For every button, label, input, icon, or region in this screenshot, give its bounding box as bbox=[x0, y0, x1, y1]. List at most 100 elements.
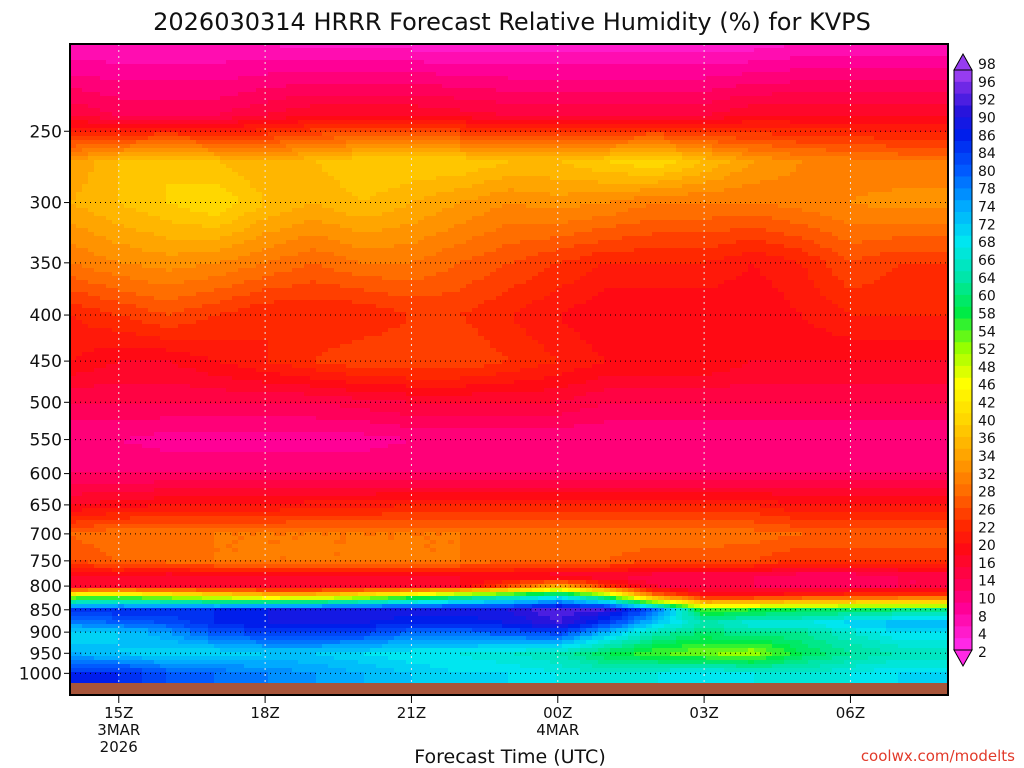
colorbar-swatch-72 bbox=[954, 223, 972, 237]
colorbar-label-84: 84 bbox=[978, 146, 996, 162]
colorbar bbox=[953, 52, 973, 668]
y-tick-550: 550 bbox=[30, 431, 62, 451]
colorbar-label-36: 36 bbox=[978, 431, 996, 447]
colorbar-label-14: 14 bbox=[978, 574, 996, 590]
colorbar-label-90: 90 bbox=[978, 110, 996, 126]
colorbar-swatch-22 bbox=[954, 519, 972, 533]
colorbar-swatch-20 bbox=[954, 531, 972, 544]
colorbar-swatch-84 bbox=[954, 152, 972, 166]
colorbar-label-28: 28 bbox=[978, 485, 996, 501]
colorbar-label-68: 68 bbox=[978, 235, 996, 251]
colorbar-swatch-98 bbox=[954, 70, 972, 83]
y-tick-250: 250 bbox=[30, 122, 62, 142]
colorbar-label-20: 20 bbox=[978, 538, 996, 554]
colorbar-swatch-96 bbox=[954, 81, 972, 95]
y-tick-1000: 1000 bbox=[19, 664, 62, 684]
colorbar-swatch-56 bbox=[954, 318, 972, 331]
colorbar-label-26: 26 bbox=[978, 502, 996, 518]
colorbar-swatch-42 bbox=[954, 401, 972, 414]
colorbar-label-54: 54 bbox=[978, 324, 996, 340]
colorbar-swatch-82 bbox=[954, 164, 972, 177]
colorbar-swatch-70 bbox=[954, 235, 972, 248]
colorbar-label-46: 46 bbox=[978, 378, 996, 394]
colorbar-label-4: 4 bbox=[978, 627, 987, 643]
y-tick-700: 700 bbox=[30, 525, 62, 545]
colorbar-swatch-26 bbox=[954, 496, 972, 509]
colorbar-swatch-80 bbox=[954, 176, 972, 189]
colorbar-label-72: 72 bbox=[978, 217, 996, 233]
x-tick-00Z: 00Z bbox=[543, 704, 572, 722]
colorbar-swatch-58 bbox=[954, 306, 972, 319]
colorbar-swatch-64 bbox=[954, 271, 972, 284]
colorbar-swatch-4 bbox=[954, 626, 972, 639]
colorbar-swatch-52 bbox=[954, 342, 972, 355]
x-axis-label: Forecast Time (UTC) bbox=[414, 746, 605, 768]
x-tick-03Z: 03Z bbox=[689, 704, 718, 722]
colorbar-swatch-48 bbox=[954, 365, 972, 379]
y-tick-950: 950 bbox=[30, 644, 62, 664]
plot-frame bbox=[69, 43, 949, 696]
colorbar-label-74: 74 bbox=[978, 200, 996, 216]
colorbar-swatch-34 bbox=[954, 448, 972, 462]
colorbar-swatch-44 bbox=[954, 389, 972, 402]
colorbar-swatch-92 bbox=[954, 105, 972, 118]
y-tick-850: 850 bbox=[30, 601, 62, 621]
colorbar-label-16: 16 bbox=[978, 556, 996, 572]
x-tick-15Z-sub1: 3MAR bbox=[97, 721, 140, 739]
colorbar-label-48: 48 bbox=[978, 360, 996, 376]
colorbar-label-52: 52 bbox=[978, 342, 996, 358]
colorbar-swatch-76 bbox=[954, 200, 972, 213]
colorbar-swatch-6 bbox=[954, 614, 972, 627]
colorbar-swatch-10 bbox=[954, 590, 972, 604]
colorbar-swatch-90 bbox=[954, 117, 972, 130]
colorbar-swatch-36 bbox=[954, 436, 972, 450]
x-tick-00Z-sub1: 4MAR bbox=[536, 721, 579, 739]
x-tick-15Z-sub2: 2026 bbox=[100, 738, 138, 756]
y-tick-650: 650 bbox=[30, 496, 62, 516]
colorbar-label-10: 10 bbox=[978, 592, 996, 608]
colorbar-swatch-60 bbox=[954, 294, 972, 308]
grid-lines bbox=[70, 44, 948, 683]
colorbar-swatch-30 bbox=[954, 472, 972, 485]
pressure-axis: 2503003504004505005506006507007508008509… bbox=[19, 122, 70, 684]
y-tick-450: 450 bbox=[30, 352, 62, 372]
colorbar-swatch-12 bbox=[954, 578, 972, 592]
colorbar-swatch-8 bbox=[954, 602, 972, 615]
colorbar-swatch-28 bbox=[954, 484, 972, 497]
ground-surface bbox=[70, 683, 948, 695]
y-tick-300: 300 bbox=[30, 194, 62, 214]
colorbar-swatch-78 bbox=[954, 188, 972, 201]
x-tick-15Z: 15Z bbox=[104, 704, 133, 722]
y-tick-500: 500 bbox=[30, 393, 62, 413]
colorbar-label-60: 60 bbox=[978, 289, 996, 305]
y-tick-400: 400 bbox=[30, 306, 62, 326]
colorbar-bottom-arrow bbox=[953, 649, 973, 668]
colorbar-swatch-14 bbox=[954, 567, 972, 580]
colorbar-label-80: 80 bbox=[978, 164, 996, 180]
credit-text: coolwx.com/modelts bbox=[861, 747, 1015, 765]
colorbar-swatch-24 bbox=[954, 507, 972, 521]
x-tick-21Z: 21Z bbox=[397, 704, 426, 722]
colorbar-swatch-74 bbox=[954, 212, 972, 225]
colorbar-label-2: 2 bbox=[978, 645, 987, 661]
colorbar-label-96: 96 bbox=[978, 75, 996, 91]
colorbar-swatch-38 bbox=[954, 425, 972, 438]
colorbar-label-40: 40 bbox=[978, 413, 996, 429]
colorbar-label-98: 98 bbox=[978, 57, 996, 73]
colorbar-swatch-68 bbox=[954, 247, 972, 260]
colorbar-label-42: 42 bbox=[978, 396, 996, 412]
colorbar-swatch-50 bbox=[954, 354, 972, 367]
colorbar-label-64: 64 bbox=[978, 271, 996, 287]
colorbar-swatch-86 bbox=[954, 141, 972, 154]
y-tick-900: 900 bbox=[30, 623, 62, 643]
colorbar-swatch-66 bbox=[954, 259, 972, 272]
colorbar-label-34: 34 bbox=[978, 449, 996, 465]
colorbar-labels: 9896929086848078747268666460585452484642… bbox=[978, 57, 996, 661]
y-tick-750: 750 bbox=[30, 552, 62, 572]
colorbar-label-92: 92 bbox=[978, 93, 996, 109]
colorbar-swatch-88 bbox=[954, 129, 972, 142]
colorbar-label-78: 78 bbox=[978, 182, 996, 198]
colorbar-swatch-18 bbox=[954, 543, 972, 556]
